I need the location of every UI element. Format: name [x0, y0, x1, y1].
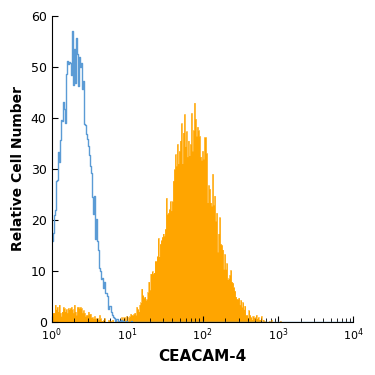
- X-axis label: CEACAM-4: CEACAM-4: [158, 349, 247, 364]
- Y-axis label: Relative Cell Number: Relative Cell Number: [11, 87, 25, 252]
